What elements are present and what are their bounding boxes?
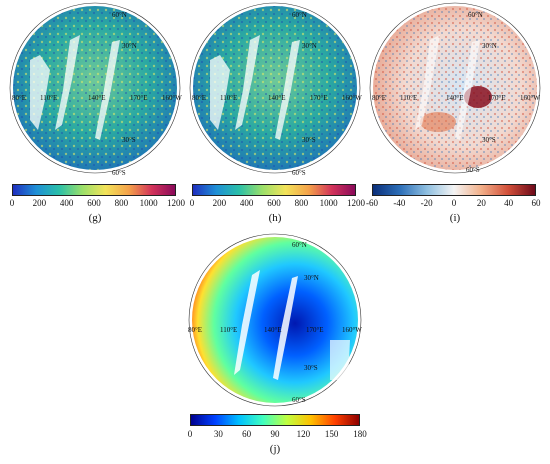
colorbar-tick: 150 <box>324 429 339 439</box>
map-label: 160°W <box>342 94 362 102</box>
map-label: 80°E <box>372 94 386 102</box>
colorbar-tick: 600 <box>87 198 101 208</box>
map-label: 110°E <box>40 94 57 102</box>
map-label: 30°S <box>302 136 316 144</box>
colorbar-tick: 400 <box>239 198 254 208</box>
colorbar-tick: 90 <box>270 429 280 439</box>
colorbar-ticks-g: 0 200 400 600 800 1000 1200 <box>9 198 185 210</box>
map-label: 140°E <box>446 94 464 102</box>
map-label: 110°E <box>400 94 417 102</box>
colorbar-tick: 60 <box>531 198 541 208</box>
map-label: 110°E <box>220 94 237 102</box>
colorbar-tick: 120 <box>296 429 311 439</box>
colorbar-tick: 400 <box>59 198 74 208</box>
panel-i: 60°N 30°N 80°E 110°E 140°E 170°E 160°W 3… <box>360 0 550 225</box>
map-disc-j: 60°N 30°N 80°E 110°E 140°E 170°E 160°W 3… <box>188 233 362 407</box>
map-label: 30°N <box>302 42 317 50</box>
map-label: 170°E <box>130 94 148 102</box>
map-label: 60°N <box>112 11 127 19</box>
map-label: 140°E <box>264 326 282 334</box>
colorbar-tick: -60 <box>366 198 378 208</box>
colorbar-tick: 1000 <box>139 198 158 208</box>
colorbar-tick: 200 <box>32 198 47 208</box>
map-label: 160°W <box>162 94 182 102</box>
colorbar-tick: 200 <box>212 198 227 208</box>
map-label: 30°S <box>482 136 496 144</box>
map-label: 170°E <box>488 94 506 102</box>
panel-caption-h: (h) <box>268 212 282 224</box>
panel-caption-j: (j) <box>269 443 281 455</box>
map-label: 60°S <box>292 396 306 404</box>
colorbar-tick: 0 <box>9 198 15 208</box>
colorbar-tick: 30 <box>213 429 223 439</box>
map-label: 140°E <box>88 94 106 102</box>
map-label: 160°W <box>342 326 362 334</box>
colorbar-tick: 600 <box>267 198 281 208</box>
map-label: 30°N <box>122 42 137 50</box>
map-label: 60°N <box>468 11 483 19</box>
colorbar-tick: 0 <box>451 198 457 208</box>
panel-h: 60°N 30°N 80°E 110°E 140°E 170°E 160°W 3… <box>180 0 370 225</box>
colorbar-g <box>12 184 176 196</box>
map-label: 140°E <box>268 94 286 102</box>
panel-g: 60°N 30°N 80°E 110°E 140°E 170°E 160°W 3… <box>0 0 190 225</box>
panel-caption-g: (g) <box>88 212 102 224</box>
map-label: 30°S <box>304 364 318 372</box>
colorbar-h <box>192 184 356 196</box>
colorbar-tick: -20 <box>420 198 433 208</box>
panel-j: 60°N 30°N 80°E 110°E 140°E 170°E 160°W 3… <box>180 230 370 464</box>
colorbar-tick: 180 <box>353 429 367 439</box>
map-label: 60°S <box>292 169 306 177</box>
map-disc-h: 60°N 30°N 80°E 110°E 140°E 170°E 160°W 3… <box>189 2 362 177</box>
colorbar-tick: 1000 <box>319 198 338 208</box>
colorbar-tick: 800 <box>294 198 309 208</box>
colorbar-tick: 60 <box>242 429 252 439</box>
colorbar-tick: 0 <box>187 429 193 439</box>
map-label: 60°N <box>292 241 307 249</box>
map-label: 30°N <box>304 274 319 282</box>
map-label: 80°E <box>192 94 206 102</box>
colorbar-tick: 1200 <box>347 198 365 208</box>
colorbar-tick: 20 <box>476 198 486 208</box>
colorbar-ticks-i: -60 -40 -20 0 20 40 60 <box>366 198 541 210</box>
map-disc-g: 60°N 30°N 80°E 110°E 140°E 170°E 160°W 3… <box>9 2 182 177</box>
map-label: 110°E <box>220 326 237 334</box>
colorbar-tick: 40 <box>504 198 514 208</box>
colorbar-ticks-h: 0 200 400 600 800 1000 1200 <box>189 198 365 210</box>
colorbar-j <box>190 414 360 426</box>
map-label: 80°E <box>12 94 26 102</box>
colorbar-tick: 800 <box>114 198 129 208</box>
colorbar-ticks-j: 0 30 60 90 120 150 180 <box>187 429 367 441</box>
colorbar-tick: -40 <box>393 198 406 208</box>
map-label: 170°E <box>306 326 324 334</box>
map-label: 60°S <box>112 169 126 177</box>
panel-caption-i: (i) <box>449 212 461 224</box>
colorbar-tick: 0 <box>189 198 195 208</box>
map-label: 30°N <box>482 42 497 50</box>
map-label: 170°E <box>310 94 328 102</box>
map-label: 30°S <box>122 136 136 144</box>
colorbar-tick: 1200 <box>167 198 185 208</box>
map-disc-i: 60°N 30°N 80°E 110°E 140°E 170°E 160°W 3… <box>369 2 541 174</box>
map-label: 60°S <box>466 166 480 174</box>
map-label: 80°E <box>188 326 202 334</box>
colorbar-i <box>372 184 536 196</box>
map-label: 60°N <box>292 11 307 19</box>
map-label: 160°W <box>520 94 540 102</box>
